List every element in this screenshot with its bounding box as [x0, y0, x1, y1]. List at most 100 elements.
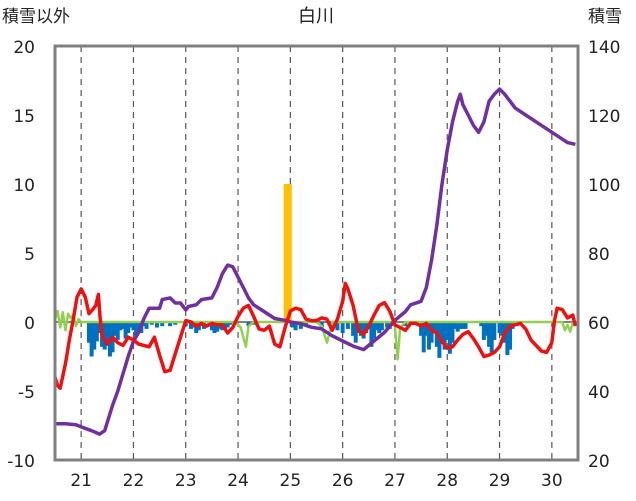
blue-bar	[149, 322, 154, 325]
blue-bar	[293, 322, 298, 331]
x-tick-label: 30	[541, 471, 563, 491]
snow-depth-line	[55, 87, 576, 436]
blue-bar	[379, 322, 384, 331]
green-line	[53, 309, 575, 361]
blue-bar	[225, 322, 230, 328]
blue-bar	[505, 322, 510, 356]
x-axis-ticks: 21 22 23 24 25 26 27 28 29 30	[70, 471, 562, 491]
blue-bar	[460, 322, 465, 329]
chart-title: 白川	[298, 6, 334, 27]
blue-bar	[118, 322, 123, 331]
blue-bar	[353, 322, 358, 343]
left-tick-label: 15	[13, 107, 35, 127]
left-tick-label: 5	[24, 245, 35, 265]
blue-bar	[377, 322, 382, 334]
blue-bar	[345, 322, 350, 329]
blue-bar	[455, 322, 460, 332]
right-tick-label: 20	[588, 452, 610, 472]
right-tick-label: 140	[588, 38, 620, 58]
line-series	[53, 87, 578, 436]
blue-bar	[500, 322, 505, 336]
blue-bar	[361, 322, 366, 339]
right-tick-label: 120	[588, 107, 620, 127]
x-tick-label: 25	[280, 471, 302, 491]
blue-bar	[369, 322, 374, 347]
blue-bar	[447, 322, 452, 354]
blue-bar	[173, 322, 178, 325]
left-tick-label: 10	[13, 176, 35, 196]
blue-bar	[458, 322, 463, 329]
blue-bar	[487, 322, 492, 347]
blue-bar	[128, 322, 133, 328]
blue-bar	[424, 322, 429, 336]
plot-frame	[53, 44, 580, 462]
left-tick-label: -5	[18, 383, 35, 403]
bar-series	[86, 184, 515, 358]
blue-bar	[131, 322, 136, 331]
blue-bar	[497, 322, 502, 334]
blue-bar	[351, 322, 356, 336]
blue-bar	[484, 322, 489, 336]
blue-bar	[372, 322, 377, 339]
blue-bar	[113, 322, 118, 336]
x-tick-label: 26	[332, 471, 354, 491]
precipitation-bar	[283, 184, 292, 322]
right-tick-label: 100	[588, 176, 620, 196]
right-tick-label: 80	[588, 245, 610, 265]
blue-bar	[442, 322, 447, 350]
x-tick-label: 28	[436, 471, 458, 491]
blue-bar	[340, 322, 345, 334]
blue-bar	[419, 322, 424, 336]
right-axis-label: 積雪	[588, 7, 622, 27]
blue-bar	[141, 322, 146, 327]
blue-bar	[335, 322, 340, 331]
blue-bar	[123, 322, 128, 339]
blue-bar	[212, 322, 217, 334]
blue-bar	[492, 322, 497, 340]
x-tick-label: 27	[384, 471, 406, 491]
x-tick-label: 21	[70, 471, 92, 491]
blue-bar	[374, 322, 379, 331]
blue-bar	[479, 322, 484, 327]
blue-bar	[358, 322, 363, 336]
blue-bar	[429, 322, 434, 343]
blue-bar	[228, 322, 233, 325]
blue-bar	[92, 322, 97, 350]
blue-bar	[222, 322, 227, 329]
blue-bar	[86, 322, 91, 343]
blue-bar	[136, 322, 141, 329]
x-tick-label: 22	[123, 471, 145, 491]
blue-bar	[463, 322, 468, 329]
right-tick-label: 60	[588, 314, 610, 334]
x-tick-label: 23	[175, 471, 197, 491]
x-tick-label: 29	[489, 471, 511, 491]
blue-bar	[453, 322, 458, 329]
blue-bar	[385, 322, 390, 328]
blue-bar	[403, 322, 408, 327]
blue-bar	[160, 322, 165, 327]
blue-bar	[445, 322, 450, 340]
left-axis-ticks: 20 15 10 5 0 -5 -10	[7, 38, 35, 472]
blue-bar	[450, 322, 455, 343]
blue-bar	[154, 322, 159, 328]
blue-bar	[115, 322, 120, 340]
blue-bar	[89, 322, 94, 357]
blue-bar	[144, 322, 149, 329]
temperature-line	[53, 281, 578, 390]
blue-bar	[215, 322, 220, 332]
blue-bar	[209, 322, 214, 331]
blue-bar	[440, 322, 445, 345]
blue-bar	[188, 322, 193, 329]
right-axis-ticks: 140 120 100 80 60 40 20	[588, 38, 620, 472]
blue-bar	[508, 322, 513, 350]
blue-bar	[102, 322, 107, 350]
blue-bar	[94, 322, 99, 342]
blue-bar	[489, 322, 494, 353]
blue-bar	[432, 322, 437, 334]
blue-bar	[168, 322, 173, 327]
left-tick-label: 20	[13, 38, 35, 58]
blue-bar	[126, 322, 131, 334]
blue-bar	[246, 322, 251, 327]
blue-bar	[426, 322, 431, 350]
